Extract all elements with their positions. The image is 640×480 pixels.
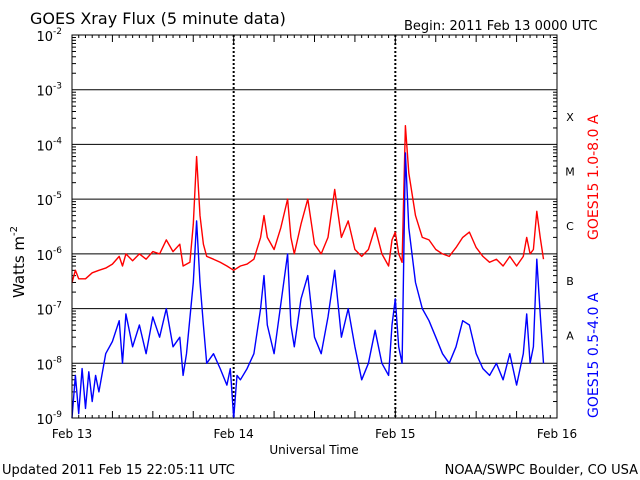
series-layer (71, 124, 545, 419)
y-tick-label: 10-5 (36, 191, 62, 209)
y-tick-base: 10 (36, 413, 53, 428)
begin-label: Begin: 2011 Feb 13 0000 UTC (404, 19, 598, 34)
axis-ticks (71, 35, 558, 418)
y-tick-base: 10 (36, 139, 53, 154)
flare-class-M: M (565, 166, 575, 179)
y-tick-label: 10-6 (36, 246, 62, 264)
y-axis-label-group: Watts m-2 (9, 226, 28, 298)
y-tick-base: 10 (36, 249, 53, 264)
credit-text: NOAA/SWPC Boulder, CO USA (445, 463, 638, 478)
y-tick-base: 10 (36, 30, 53, 45)
y-tick-exponent: -7 (53, 301, 62, 311)
y-axis-label-exponent: -2 (9, 226, 20, 236)
legend-red-group: GOES15 1.0-8.0 A (586, 114, 602, 240)
x-tick-labels: Feb 13 Feb 14 Feb 15 Feb 16 (52, 427, 577, 441)
legend-goes15-long: GOES15 1.0-8.0 A (586, 114, 602, 240)
y-tick-base: 10 (36, 304, 53, 319)
series-line-0 (71, 124, 545, 283)
legend-blue-group: GOES15 0.5-4.0 A (586, 292, 602, 418)
y-tick-exponent: -9 (53, 410, 62, 420)
day-separators (232, 35, 397, 418)
chart-title: GOES Xray Flux (5 minute data) (30, 9, 286, 28)
svg-text:Watts m-2: Watts m-2 (9, 226, 28, 298)
x-tick-label: Feb 16 (537, 427, 577, 441)
legend-goes15-short: GOES15 0.5-4.0 A (586, 292, 602, 418)
plot-frame (71, 34, 558, 419)
y-tick-label: 10-4 (36, 136, 62, 154)
y-tick-labels: 10-210-310-410-510-610-710-810-9 (36, 27, 62, 428)
y-tick-exponent: -3 (53, 82, 62, 92)
x-tick-label: Feb 15 (375, 427, 415, 441)
y-tick-label: 10-3 (36, 82, 62, 100)
y-tick-label: 10-8 (36, 355, 62, 373)
y-tick-exponent: -4 (53, 136, 62, 146)
grid-lines (72, 34, 557, 419)
y-tick-exponent: -5 (53, 191, 62, 201)
y-tick-label: 10-9 (36, 410, 62, 428)
flare-class-A: A (566, 330, 574, 343)
y-tick-label: 10-2 (36, 27, 62, 45)
x-tick-label: Feb 13 (52, 427, 92, 441)
flare-class-C: C (566, 220, 574, 233)
y-axis-label: Watts m (10, 236, 28, 298)
y-tick-exponent: -6 (53, 246, 62, 256)
x-tick-label: Feb 14 (213, 427, 253, 441)
y-tick-exponent: -8 (53, 355, 62, 365)
flare-class-B: B (566, 275, 574, 288)
y-tick-label: 10-7 (36, 301, 62, 319)
y-tick-base: 10 (36, 358, 53, 373)
updated-timestamp: Updated 2011 Feb 15 22:05:11 UTC (2, 463, 235, 478)
series-line-1 (71, 152, 545, 419)
x-axis-label: Universal Time (269, 443, 358, 457)
y-tick-exponent: -2 (53, 27, 62, 37)
flare-class-labels: X M C B A (565, 111, 575, 343)
y-tick-base: 10 (36, 85, 53, 100)
y-tick-base: 10 (36, 194, 53, 209)
flare-class-X: X (566, 111, 574, 124)
